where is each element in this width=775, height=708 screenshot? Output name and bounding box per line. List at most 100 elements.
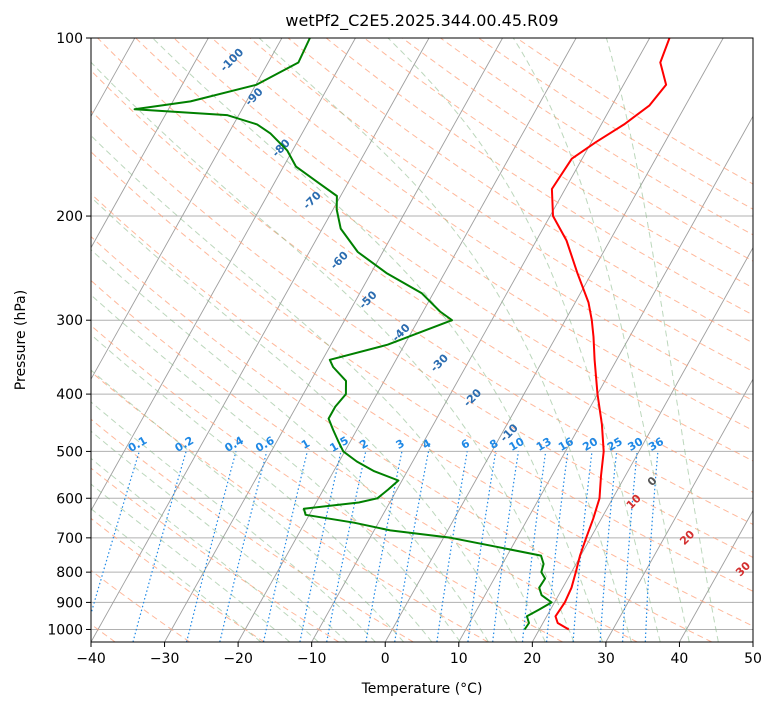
mixing-ratio-line <box>326 451 367 642</box>
isotherm-line <box>752 641 753 642</box>
dry-adiabat-line <box>363 38 753 289</box>
isotherm-line <box>458 115 753 642</box>
y-tick-label: 400 <box>56 387 83 403</box>
dry-adiabat-line <box>173 38 753 431</box>
dry-adiabat-line <box>91 467 340 642</box>
y-tick-label: 1000 <box>47 623 83 639</box>
y-tick-label: 700 <box>56 531 83 547</box>
x-tick-label: −40 <box>76 651 106 667</box>
chart-title: wetPf2_C2E5.2025.344.00.45.R09 <box>285 11 558 31</box>
moist-adiabat-line <box>91 294 461 642</box>
dry-adiabats <box>91 38 753 642</box>
dry-adiabat-line <box>91 418 414 642</box>
dry-adiabat-line <box>91 279 638 642</box>
profile-series <box>133 38 671 631</box>
plot-area: 0.1 0.2 0.4 0.6 1 1.5 2 3 4 6 8 10 13 16 20 25 30 36-100-… <box>91 38 753 642</box>
mixing-ratio-label: 6 <box>459 437 472 452</box>
dry-adiabat-line <box>91 110 753 558</box>
x-tick-label: 20 <box>523 651 541 667</box>
y-axis-label: Pressure (hPa) <box>13 290 29 390</box>
adiabat-label: -40 <box>390 321 413 344</box>
isotherm-line <box>164 38 503 642</box>
isotherm-line <box>91 38 283 381</box>
adiabat-label: 0 <box>645 474 660 489</box>
y-tick-label: 500 <box>56 444 83 460</box>
dry-adiabat-line <box>91 235 713 642</box>
moist-adiabat-line <box>387 38 661 642</box>
mixing-ratio-label: 3 <box>394 437 407 452</box>
mixing-ratio-label: 2 <box>357 437 370 452</box>
dry-adiabat-line <box>135 38 753 462</box>
y-tick-label: 300 <box>56 313 83 329</box>
isotherm-line <box>237 38 577 642</box>
mixing-ratio-line <box>365 451 403 642</box>
dry-adiabat-line <box>402 38 753 262</box>
isotherm-line <box>91 38 356 512</box>
moist-adiabat-line <box>91 457 319 642</box>
adiabat-label: 10 <box>624 492 644 512</box>
moist-adiabat-line <box>91 483 291 642</box>
x-axis-label: Temperature (°C) <box>361 681 483 697</box>
mixing-ratio-line <box>299 451 342 642</box>
moist-adiabat-line <box>258 38 632 642</box>
isotherm-gridlines <box>91 38 753 642</box>
dewpoint-profile-line <box>133 38 553 631</box>
dry-adiabat-line <box>211 38 753 402</box>
dry-adiabat-line <box>516 38 753 185</box>
y-tick-label: 900 <box>56 595 83 611</box>
dry-adiabat-line <box>287 38 753 344</box>
mixing-ratio-label: 1 <box>299 437 312 452</box>
isotherm-line <box>605 378 753 642</box>
moist-adiabat-line <box>91 134 546 642</box>
dry-adiabat-line <box>97 38 753 493</box>
moist-adiabat-line <box>91 196 518 642</box>
mixing-ratio-label: 4 <box>420 437 433 452</box>
x-tick-label: −30 <box>150 651 180 667</box>
moist-adiabat-line <box>91 508 262 642</box>
plot-frame <box>90 37 754 643</box>
mixing-ratio-line <box>599 451 618 642</box>
dry-adiabat-line <box>249 38 753 372</box>
x-tick-label: −10 <box>297 651 327 667</box>
mixing-ratio-lines <box>91 451 659 642</box>
moist-adiabat-line <box>152 38 604 642</box>
adiabat-label: 30 <box>733 559 753 579</box>
adiabat-label: -50 <box>356 288 379 311</box>
x-tick-label: 30 <box>597 651 615 667</box>
x-tick-label: −20 <box>223 651 253 667</box>
isotherm-line <box>679 509 753 642</box>
mixing-ratio-line <box>91 451 140 616</box>
y-tick-label: 600 <box>56 491 83 507</box>
mixing-ratio-line <box>436 451 468 642</box>
dry-adiabat-line <box>440 38 753 236</box>
temperature-profile-line <box>550 38 671 631</box>
isotherm-line <box>91 38 209 249</box>
y-tick-label: 100 <box>56 31 83 47</box>
moist-adiabats <box>91 38 719 642</box>
mixing-ratio-line <box>219 451 268 642</box>
moist-adiabat-line <box>91 333 433 642</box>
mixing-ratio-line <box>394 451 430 642</box>
moist-adiabat-line <box>91 248 489 642</box>
x-tick-label: 0 <box>381 651 390 667</box>
moist-adiabat-line <box>91 401 376 642</box>
dry-adiabat-line <box>91 69 753 525</box>
mixing-ratio-line <box>262 451 308 642</box>
mixing-ratio-line <box>132 451 187 642</box>
mixing-ratio-line <box>467 451 497 642</box>
dry-adiabat-line <box>91 517 265 642</box>
moist-adiabat-line <box>91 430 348 642</box>
adiabat-label: -20 <box>461 386 484 409</box>
adiabat-label: -70 <box>301 189 324 212</box>
mixing-ratio-line <box>186 451 237 642</box>
adiabat-label: 20 <box>677 527 697 547</box>
dry-adiabat-line <box>91 371 489 642</box>
axes: −40 −30 −20 −10 0 10 20 30 40 5010009008007006005… <box>47 31 762 667</box>
line-labels: 0.1 0.2 0.4 0.6 1 1.5 2 3 4 6 8 10 13 16 20 25 30 36-100-… <box>126 45 753 579</box>
mixing-ratio-line <box>622 451 638 642</box>
adiabat-label: -60 <box>328 249 351 272</box>
mixing-ratio-line <box>492 451 519 642</box>
isotherm-line <box>311 38 651 642</box>
moist-adiabat-line <box>512 38 690 642</box>
